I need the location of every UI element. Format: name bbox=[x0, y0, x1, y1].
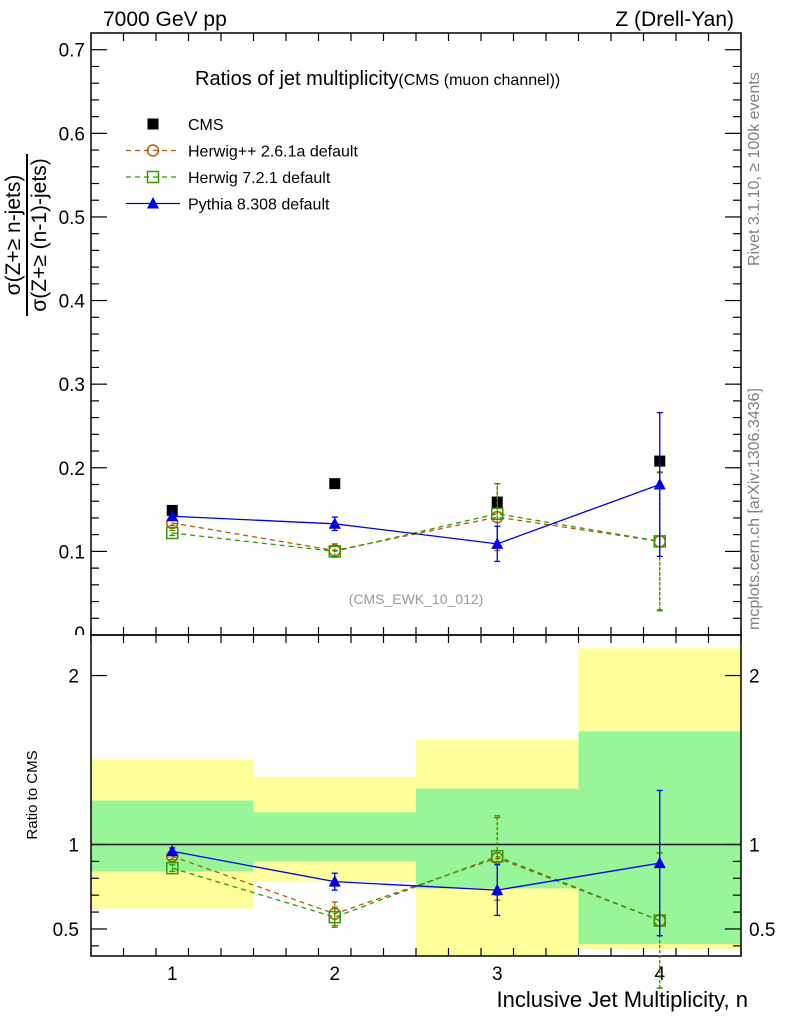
x-ticks bbox=[90, 33, 742, 956]
main-ytick-label-0.4: 0.4 bbox=[59, 292, 86, 313]
main-point-pythia-8-308-default-2 bbox=[328, 517, 341, 529]
main-ytick-label-0.3: 0.3 bbox=[59, 375, 85, 396]
main-line-herwig-7-2-1-default bbox=[172, 513, 660, 553]
main-ytick-label-0: 0 bbox=[74, 624, 85, 645]
main-ytick-label-0.6: 0.6 bbox=[59, 124, 85, 145]
ratio-series-pythia-8-308-default bbox=[166, 789, 666, 937]
ratio-point-pythia-8-308-default-1 bbox=[166, 844, 179, 857]
main-y-ticks bbox=[91, 49, 741, 619]
ratio-y-ticks bbox=[91, 674, 741, 947]
legend-label-herwig-2-6-1a-default: Herwig++ 2.6.1a default bbox=[188, 144, 358, 161]
analysis-watermark: (CMS_EWK_10_012) bbox=[349, 591, 484, 607]
ratio-point-pythia-8-308-default-4 bbox=[653, 856, 666, 869]
main-ytick-label-0.1: 0.1 bbox=[59, 542, 85, 563]
legend-label-herwig-7-2-1-default: Herwig 7.2.1 default bbox=[188, 170, 331, 187]
ratio-ytick-label-left-1: 1 bbox=[68, 835, 79, 856]
main-line-pythia-8-308-default bbox=[172, 483, 660, 545]
ratio-ytick-label-left-0.5: 0.5 bbox=[53, 920, 79, 941]
main-ytick-label-0.2: 0.2 bbox=[59, 459, 85, 480]
ratio-point-herwig-7-2-1-default-2 bbox=[328, 910, 341, 924]
legend-marker-pythia-8-308-default bbox=[147, 197, 159, 209]
main-point-pythia-8-308-default-3 bbox=[491, 537, 504, 549]
xtick-label-3: 3 bbox=[492, 964, 503, 985]
main-point-herwig-7-2-1-default-2 bbox=[328, 545, 341, 558]
xtick-label-1: 1 bbox=[167, 964, 178, 985]
legend-label-pythia-8-308-default: Pythia 8.308 default bbox=[188, 197, 330, 214]
main-point-herwig-7-2-1-default-1 bbox=[166, 526, 179, 540]
main-series-cms bbox=[166, 455, 666, 516]
ratio-ytick-label-right-2: 2 bbox=[749, 667, 760, 688]
ratio-point-pythia-8-308-default-3 bbox=[491, 883, 504, 896]
chart-subtitle: (CMS (muon channel)) bbox=[398, 72, 560, 89]
ratio-bands bbox=[91, 648, 741, 956]
ratio-point-pythia-8-308-default-2 bbox=[328, 875, 341, 887]
ratio-ytick-label-left-2: 2 bbox=[68, 667, 79, 688]
legend-label-cms: CMS bbox=[188, 117, 224, 134]
main-point-herwig-7-2-1-default-3 bbox=[491, 507, 504, 521]
main-point-pythia-8-308-default-4 bbox=[653, 478, 666, 490]
x-axis-label: Inclusive Jet Multiplicity, n bbox=[497, 987, 748, 1012]
legend-marker-herwig-7-2-1-default bbox=[146, 170, 160, 184]
main-point-pythia-8-308-default-1 bbox=[166, 509, 179, 522]
main-point-cms-2 bbox=[329, 478, 341, 490]
xtick-label-4: 4 bbox=[654, 964, 665, 985]
header-left: 7000 GeV pp bbox=[103, 8, 227, 31]
ratio-line-herwig-7-2-1-default bbox=[172, 855, 660, 922]
legend-marker-herwig-2-6-1a-default bbox=[146, 144, 160, 157]
xtick-label-2: 2 bbox=[329, 964, 340, 985]
legend-marker-cms bbox=[147, 118, 159, 130]
main-ytick-label-0.5: 0.5 bbox=[59, 208, 85, 229]
header-right: Z (Drell-Yan) bbox=[615, 8, 734, 31]
ratio-ytick-label-right-0.5: 0.5 bbox=[749, 920, 775, 941]
ratio-ytick-label-right-1: 1 bbox=[749, 835, 760, 856]
band-inner-2 bbox=[253, 812, 416, 862]
main-series-pythia-8-308-default bbox=[166, 411, 666, 563]
chart-title: Ratios of jet multiplicity(CMS (muon cha… bbox=[195, 68, 560, 90]
ratio-y-axis-label: Ratio to CMS bbox=[24, 750, 41, 839]
main-series-herwig-2-6-1a-default bbox=[166, 472, 666, 611]
ratio-line-pythia-8-308-default bbox=[172, 850, 660, 891]
ratio-point-herwig-7-2-1-default-1 bbox=[166, 861, 179, 875]
main-ytick-label-0.7: 0.7 bbox=[59, 41, 85, 62]
legend bbox=[126, 118, 180, 209]
ratio-point-herwig-7-2-1-default-3 bbox=[491, 850, 504, 863]
main-series-herwig-7-2-1-default bbox=[166, 471, 666, 612]
